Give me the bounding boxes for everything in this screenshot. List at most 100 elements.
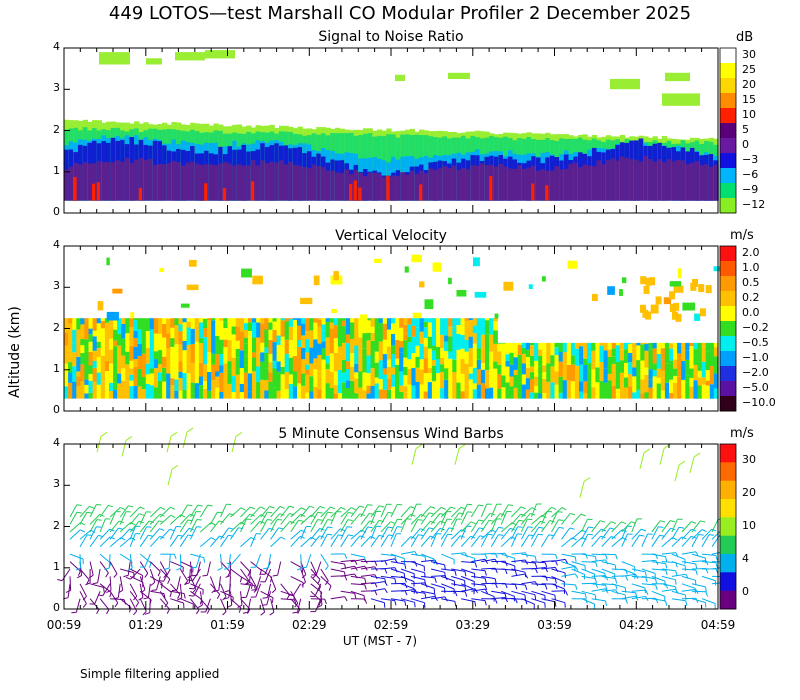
velocity-cell <box>272 368 278 388</box>
wind-barb <box>300 514 312 525</box>
velocity-cell <box>117 333 122 346</box>
wind-barb <box>404 563 407 570</box>
wind-barb <box>149 513 161 525</box>
wind-barb <box>177 593 181 599</box>
wind-barb <box>183 593 186 599</box>
velocity-cell <box>476 369 482 385</box>
velocity-cell <box>72 366 77 382</box>
snr-cell <box>643 155 649 201</box>
snr-cell <box>292 165 299 201</box>
snr-cell <box>610 158 616 201</box>
wind-barb <box>404 590 408 596</box>
velocity-cell <box>713 356 719 374</box>
wind-barb <box>184 582 190 585</box>
y-tick-label: 1 <box>53 559 60 573</box>
wind-barb <box>430 561 445 566</box>
velocity-cell <box>215 376 220 388</box>
wind-barb <box>170 598 184 604</box>
velocity-cell <box>570 390 576 399</box>
velocity-cell <box>178 318 184 325</box>
velocity-cell <box>121 318 126 324</box>
wind-barb <box>660 520 666 523</box>
wind-barb <box>118 589 123 594</box>
velocity-cell <box>436 346 441 359</box>
wind-barb <box>474 601 477 607</box>
velocity-cell <box>153 368 159 380</box>
velocity-cell <box>423 346 429 359</box>
wind-barb <box>670 520 676 523</box>
velocity-cell <box>309 363 314 377</box>
velocity-cell <box>517 368 523 383</box>
velocity-cell <box>521 348 527 354</box>
velocity-cell <box>440 348 445 358</box>
wind-barb <box>260 511 268 525</box>
wind-barb <box>651 520 661 533</box>
colorbar-swatch <box>720 535 736 555</box>
snr-cell <box>405 174 411 201</box>
wind-barb <box>87 534 93 536</box>
velocity-cell <box>456 290 467 297</box>
wind-barb <box>454 591 458 597</box>
velocity-cell <box>452 359 457 372</box>
wind-barb <box>397 503 403 506</box>
velocity-cell <box>243 365 249 373</box>
velocity-cell <box>362 372 368 391</box>
velocity-cell <box>227 361 233 370</box>
snr-cell <box>213 165 219 201</box>
wind-barb <box>108 554 111 569</box>
wind-barb <box>541 575 556 580</box>
velocity-cell <box>252 275 263 285</box>
velocity-cell <box>452 343 457 350</box>
velocity-cell <box>321 375 327 389</box>
velocity-cell <box>431 345 437 351</box>
velocity-cell <box>619 360 625 373</box>
wind-barb <box>701 561 716 564</box>
wind-barb <box>661 527 671 540</box>
wind-barb <box>621 521 632 533</box>
velocity-cell <box>170 327 175 339</box>
velocity-cell <box>129 327 135 338</box>
snr-cell <box>591 166 598 201</box>
snr-cell <box>306 168 313 201</box>
velocity-cell <box>472 356 478 368</box>
wind-barb <box>591 583 606 586</box>
wind-barb <box>150 575 163 584</box>
wind-barb <box>144 553 151 568</box>
wind-barb <box>159 591 169 604</box>
snr-cell <box>391 175 397 201</box>
velocity-cell <box>162 356 167 368</box>
wind-barb <box>86 579 90 585</box>
velocity-cell <box>423 337 429 347</box>
wind-barb <box>80 529 86 533</box>
wind-barb <box>527 526 533 528</box>
velocity-cell <box>538 355 543 367</box>
wind-barb <box>250 576 258 589</box>
wind-barb <box>471 598 486 602</box>
velocity-cell <box>566 345 572 365</box>
wind-barb <box>460 511 468 525</box>
velocity-cell <box>166 388 171 399</box>
velocity-cell <box>170 365 175 379</box>
wind-barb <box>196 519 202 521</box>
velocity-cell <box>648 357 654 369</box>
velocity-cell <box>673 359 678 369</box>
velocity-cell <box>288 340 294 358</box>
velocity-cell <box>264 335 269 348</box>
velocity-cell <box>305 364 310 370</box>
velocity-cell <box>337 370 343 383</box>
wind-barb <box>471 568 486 572</box>
velocity-cell <box>464 318 470 321</box>
velocity-cell <box>628 373 633 387</box>
wind-barb <box>340 565 355 570</box>
colorbar-swatch <box>720 78 736 94</box>
wind-barb <box>230 591 233 606</box>
wind-barb <box>315 561 322 575</box>
velocity-cell <box>689 342 695 346</box>
velocity-cell <box>76 329 81 341</box>
velocity-cell <box>331 309 337 314</box>
snr-cell <box>451 165 457 201</box>
wind-barb <box>69 529 81 540</box>
snr-cell <box>484 165 490 201</box>
velocity-cell <box>333 338 339 353</box>
velocity-cell <box>68 362 73 373</box>
